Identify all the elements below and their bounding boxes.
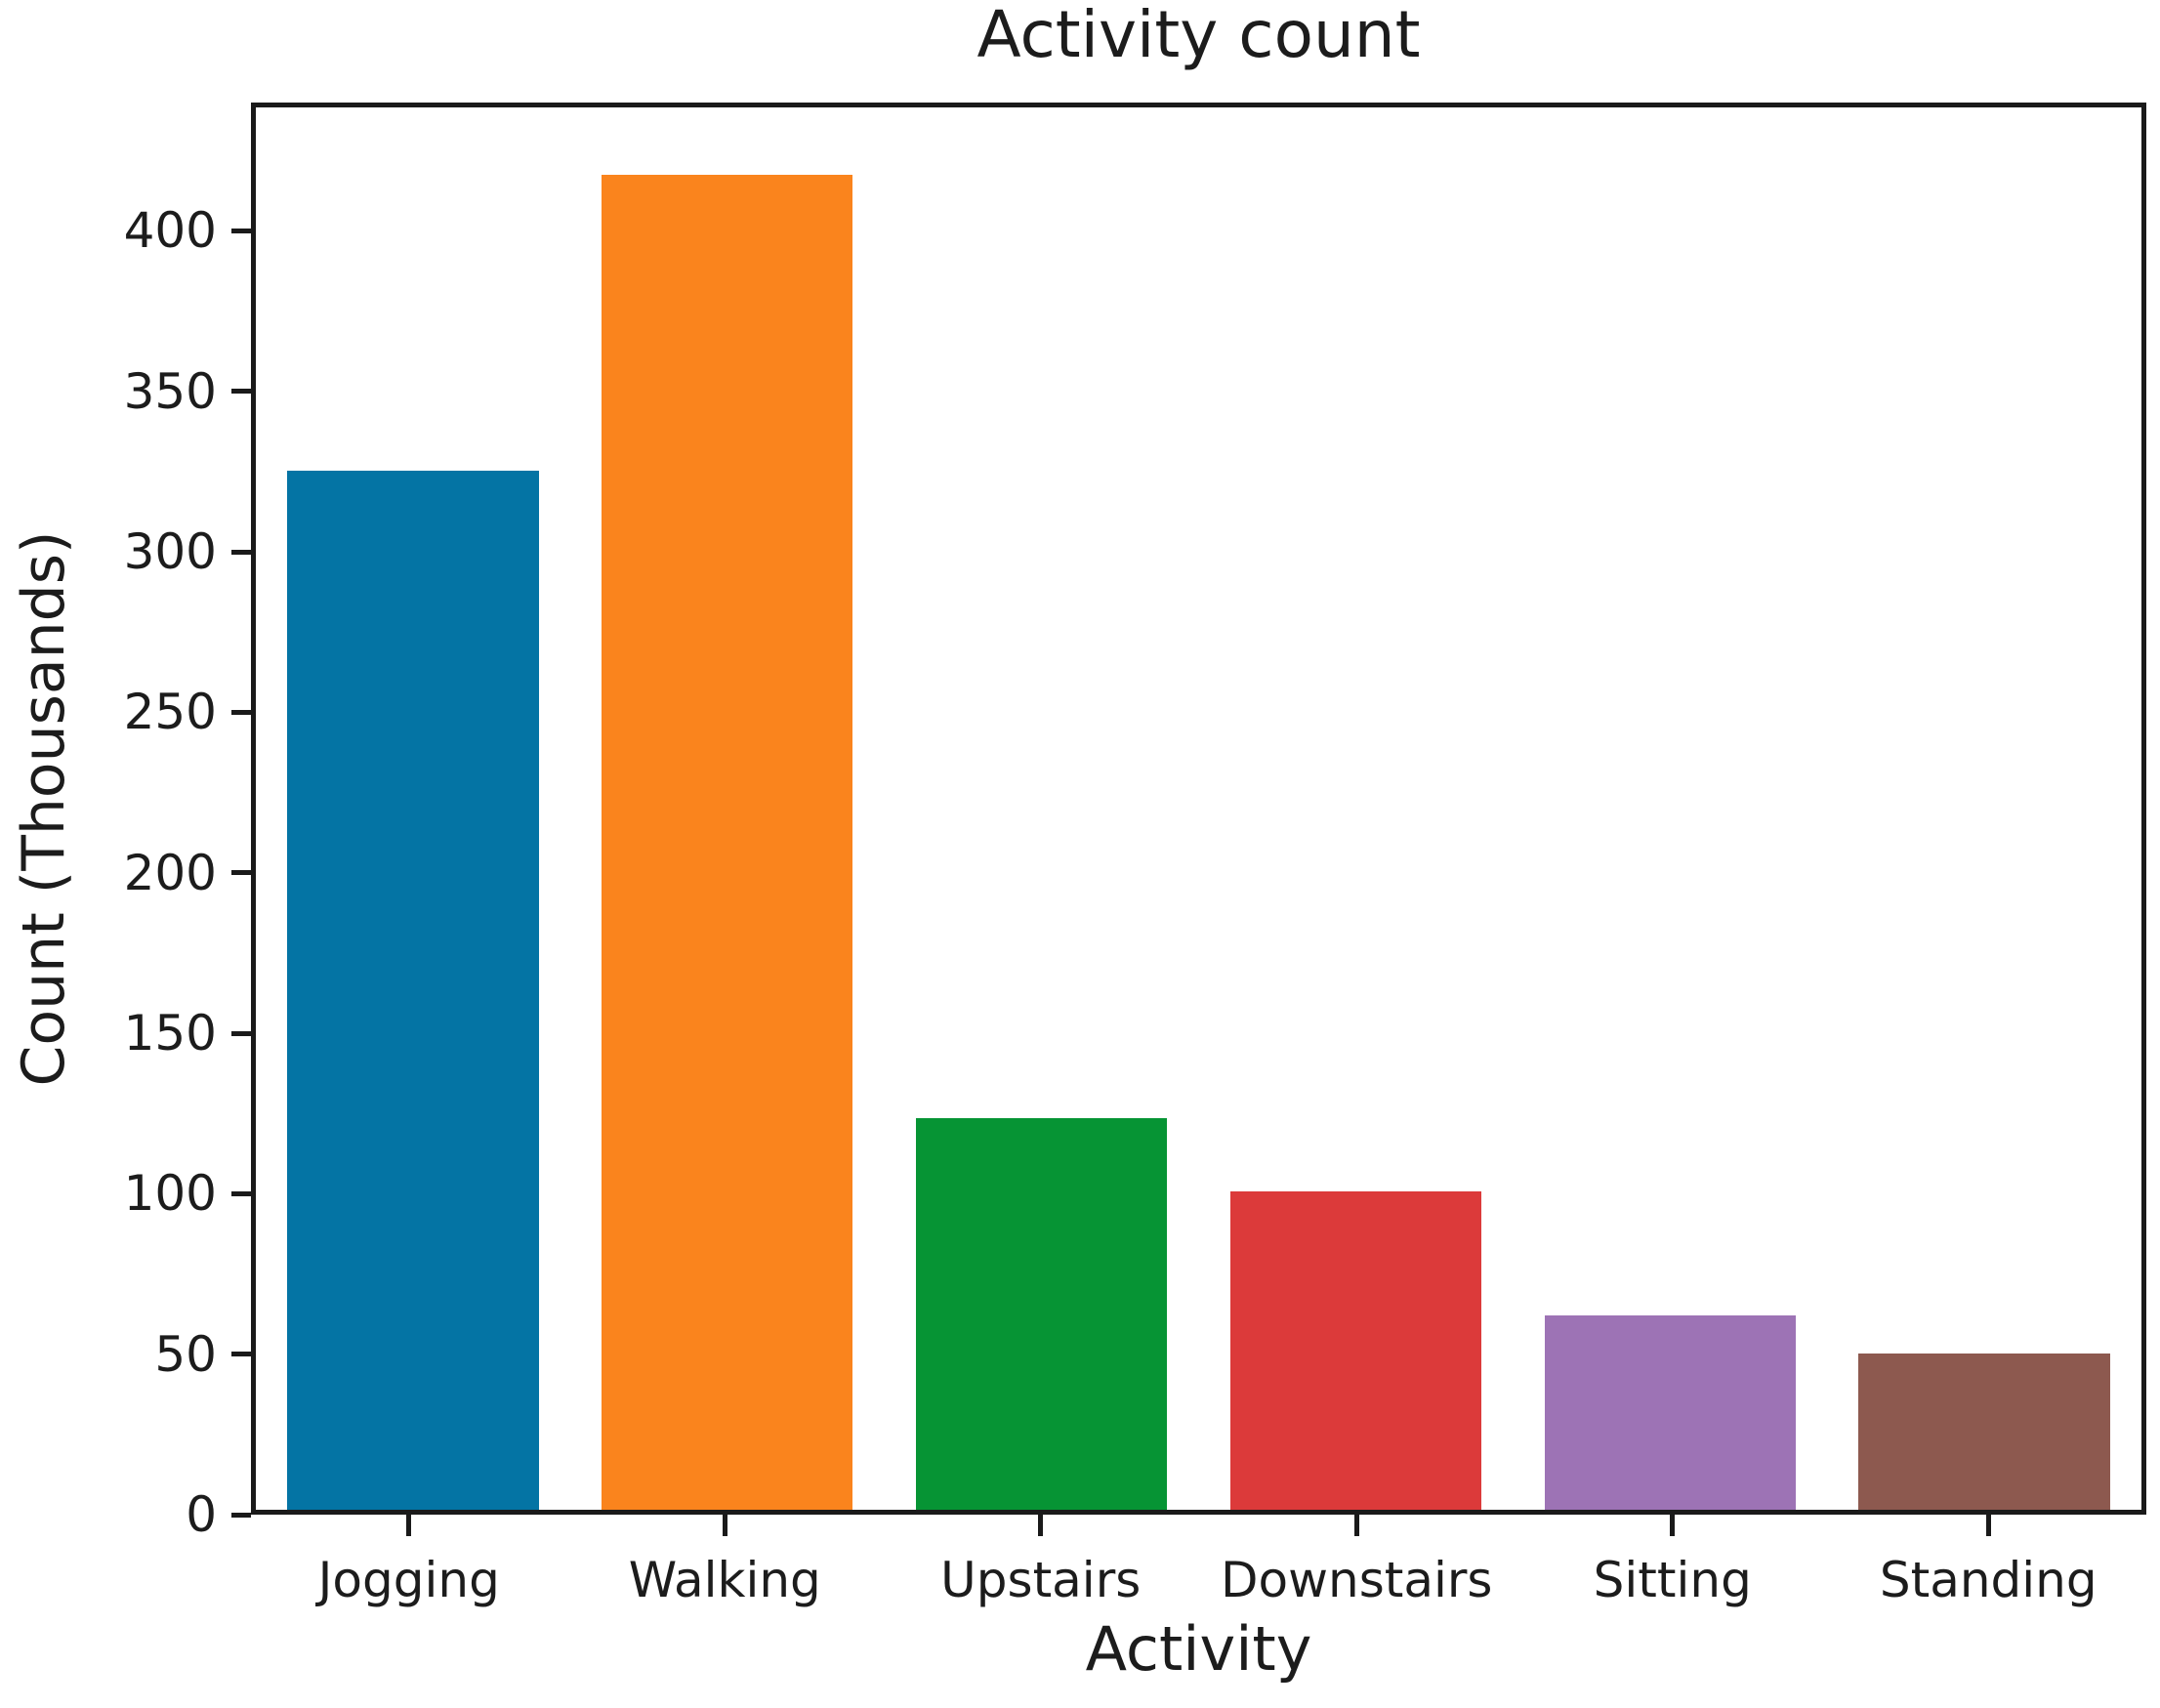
x-tick-label-standing: Standing (1879, 1552, 2098, 1608)
x-tick-mark-upstairs (1038, 1515, 1044, 1536)
y-tick-label-350: 350 (123, 362, 217, 420)
y-tick-label-200: 200 (123, 844, 217, 901)
x-tick-label-walking: Walking (628, 1552, 821, 1608)
x-tick-mark-walking (722, 1515, 727, 1536)
x-tick-mark-jogging (406, 1515, 412, 1536)
bar-standing (1858, 1354, 2110, 1510)
y-tick-mark-50 (231, 1352, 251, 1357)
y-tick-mark-200 (231, 870, 251, 876)
y-tick-label-150: 150 (123, 1005, 217, 1062)
y-tick-mark-250 (231, 709, 251, 715)
x-axis-label: Activity (1085, 1613, 1312, 1685)
x-tick-mark-downstairs (1353, 1515, 1359, 1536)
y-tick-mark-100 (231, 1190, 251, 1196)
x-tick-label-sitting: Sitting (1593, 1552, 1752, 1608)
y-tick-label-100: 100 (123, 1165, 217, 1223)
bar-upstairs (915, 1117, 1168, 1510)
bar-sitting (1544, 1314, 1796, 1510)
y-tick-mark-150 (231, 1030, 251, 1036)
x-tick-label-jogging: Jogging (317, 1552, 500, 1608)
bar-jogging (287, 471, 539, 1510)
y-tick-label-50: 50 (154, 1325, 217, 1383)
y-axis-label: Count (Thousands) (10, 530, 78, 1087)
chart-title: Activity count (976, 0, 1421, 72)
y-tick-label-300: 300 (123, 523, 217, 581)
y-tick-mark-350 (231, 389, 251, 395)
y-tick-label-400: 400 (123, 202, 217, 260)
x-tick-mark-sitting (1670, 1515, 1676, 1536)
x-tick-label-downstairs: Downstairs (1221, 1552, 1493, 1608)
y-tick-mark-400 (231, 228, 251, 233)
x-tick-label-upstairs: Upstairs (940, 1552, 1142, 1608)
y-tick-mark-300 (231, 549, 251, 555)
plot-area (251, 103, 2146, 1515)
x-tick-mark-standing (1985, 1515, 1991, 1536)
y-tick-label-0: 0 (186, 1486, 217, 1543)
y-tick-mark-0 (231, 1512, 251, 1518)
y-tick-label-250: 250 (123, 684, 217, 741)
bar-downstairs (1229, 1190, 1482, 1510)
bar-walking (602, 174, 853, 1510)
